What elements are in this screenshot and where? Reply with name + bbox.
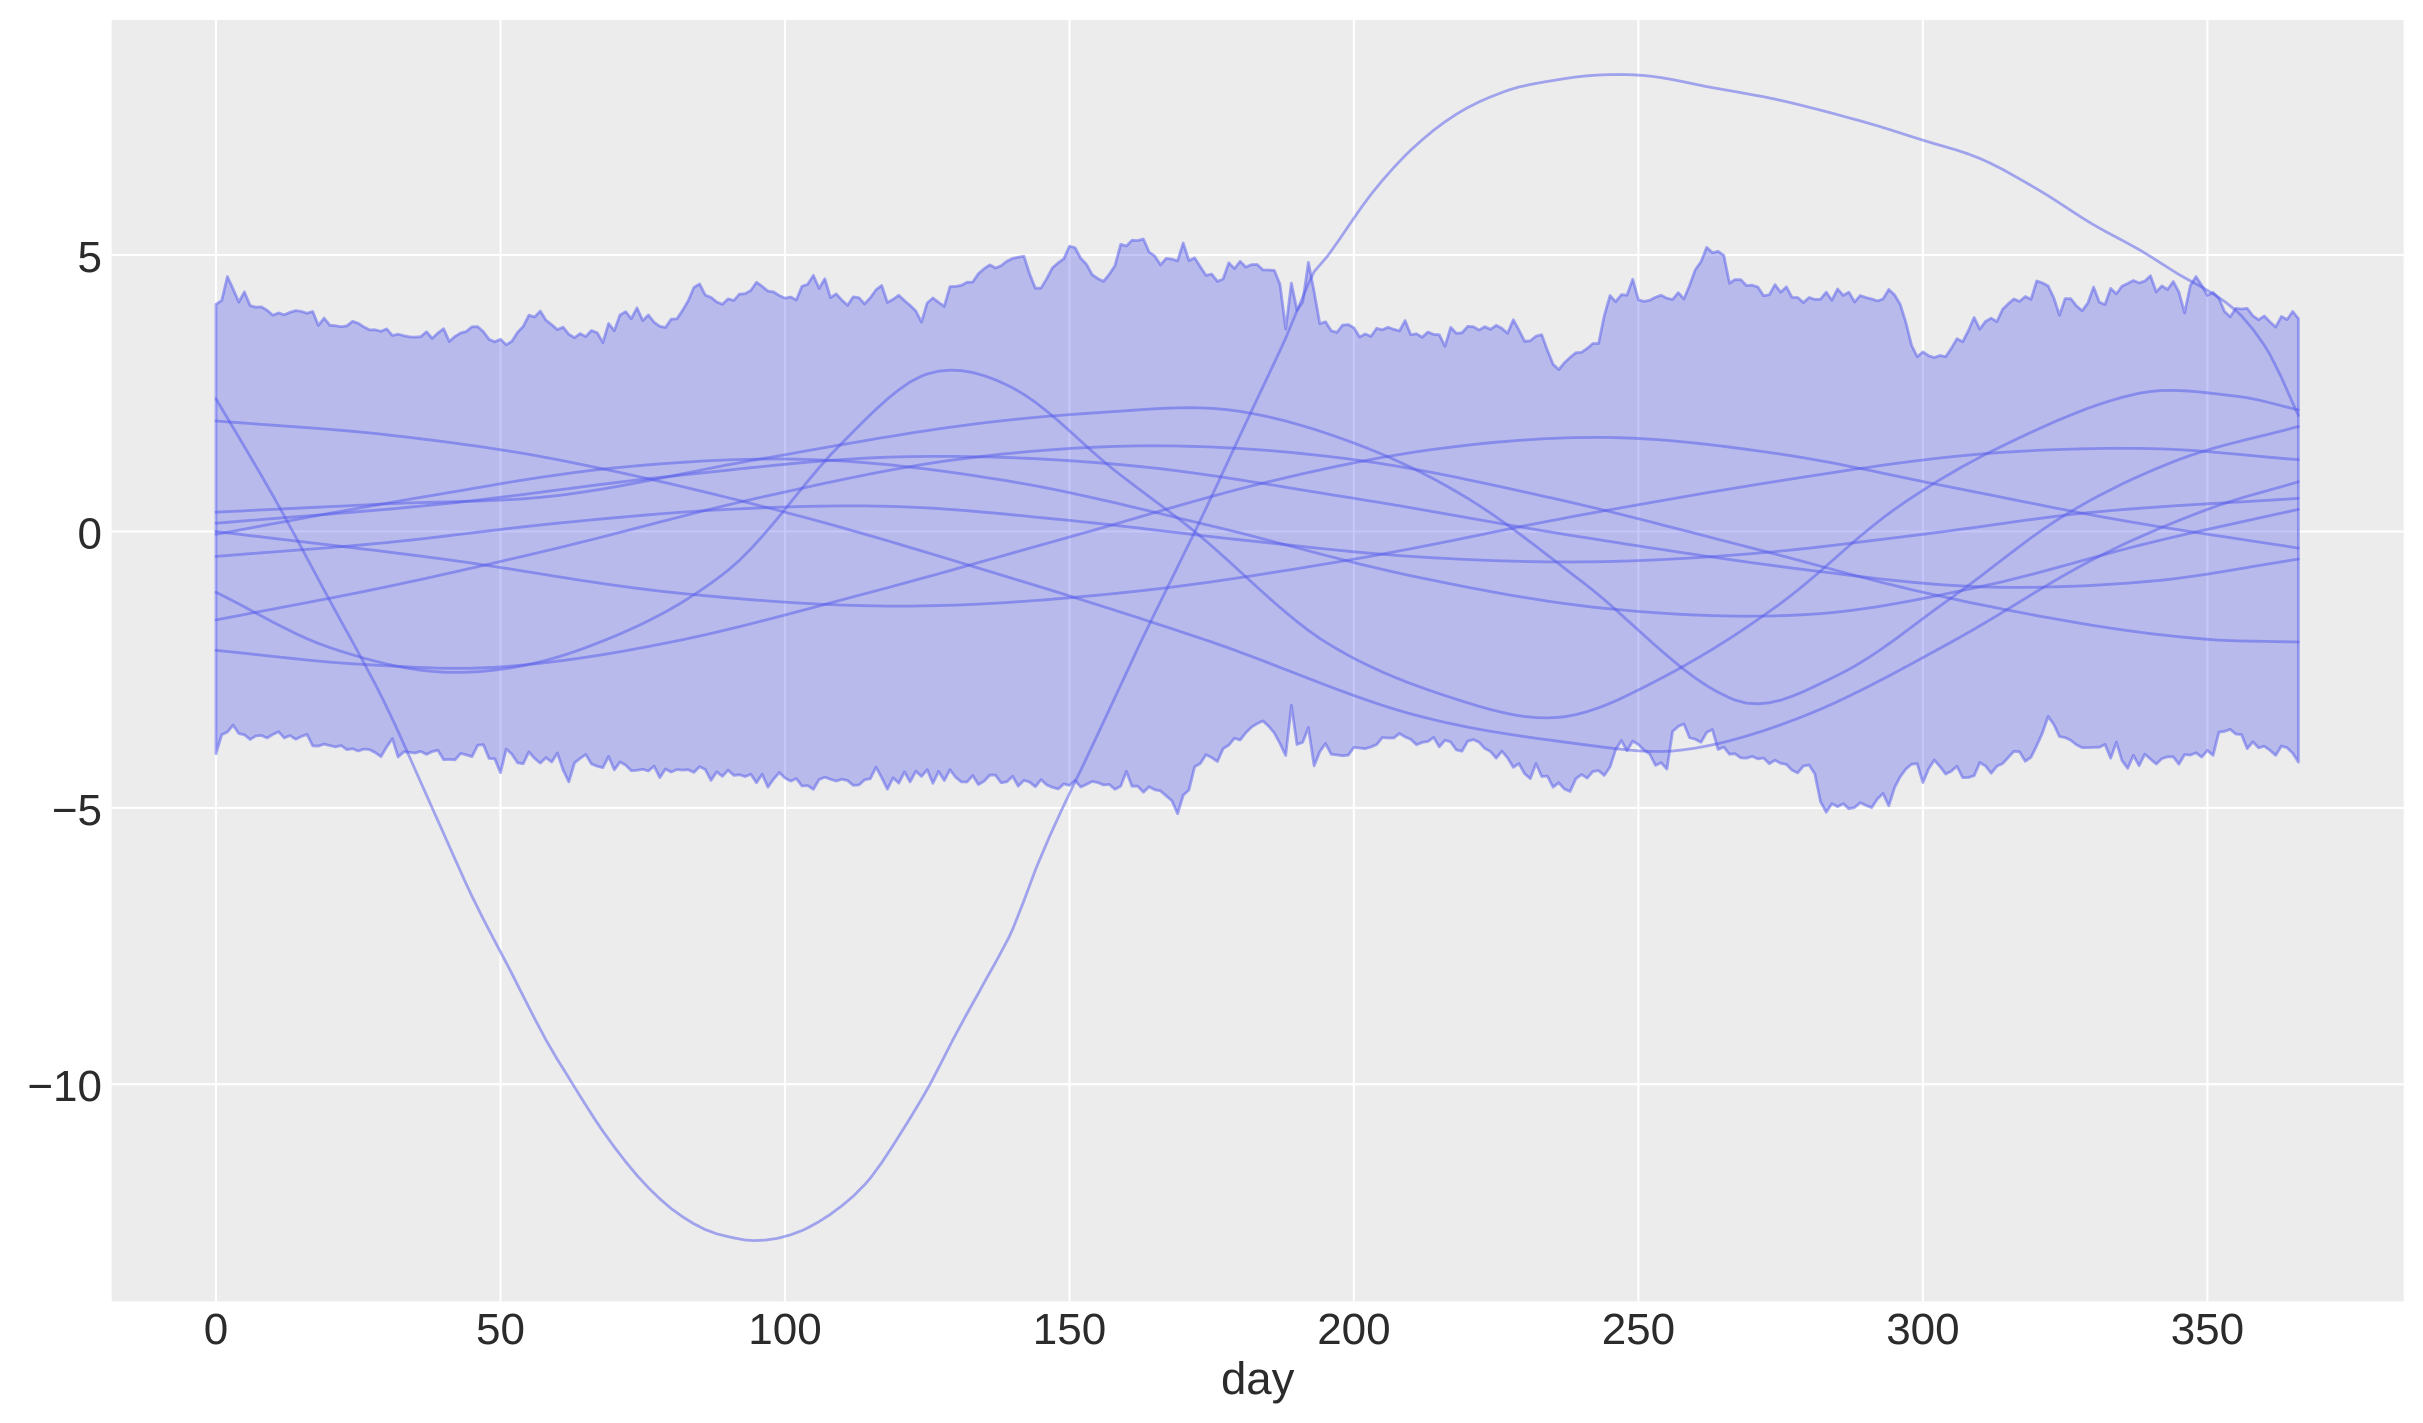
- svg-text:350: 350: [2171, 1305, 2244, 1354]
- svg-text:50: 50: [476, 1305, 525, 1354]
- svg-text:day: day: [1221, 1353, 1295, 1404]
- svg-text:5: 5: [78, 233, 102, 282]
- svg-text:−5: −5: [52, 786, 102, 835]
- svg-text:−10: −10: [27, 1062, 102, 1111]
- svg-text:200: 200: [1317, 1305, 1390, 1354]
- svg-text:150: 150: [1033, 1305, 1106, 1354]
- svg-text:100: 100: [748, 1305, 821, 1354]
- svg-text:300: 300: [1886, 1305, 1959, 1354]
- svg-text:0: 0: [204, 1305, 228, 1354]
- svg-text:0: 0: [78, 510, 102, 559]
- svg-text:250: 250: [1602, 1305, 1675, 1354]
